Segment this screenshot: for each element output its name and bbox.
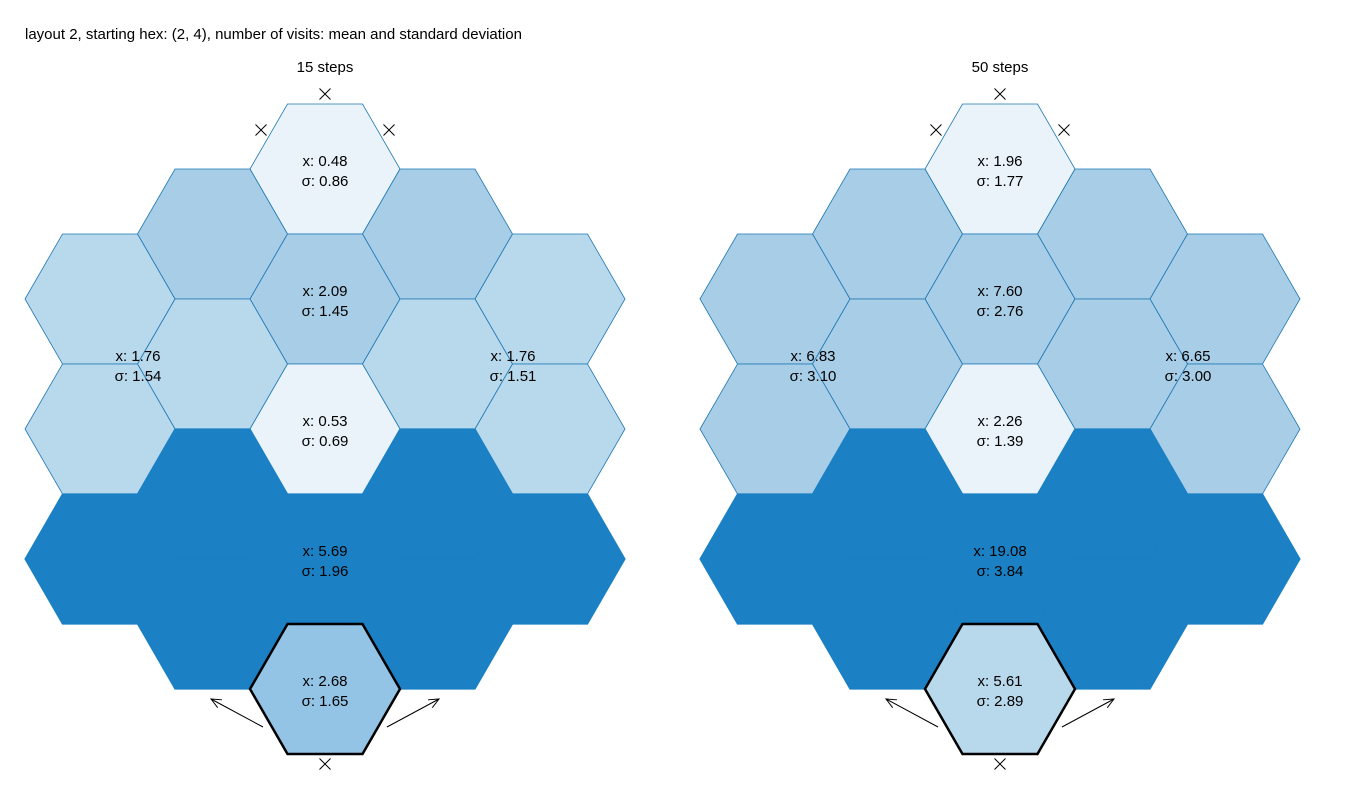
big-region-label-sd: σ: 3.84 (977, 563, 1024, 580)
figure-title: layout 2, starting hex: (2, 4), number o… (25, 26, 522, 43)
right-region-label-sd: σ: 1.51 (490, 368, 537, 385)
move-arrow-left (209, 698, 264, 728)
blocked-marker-bottom (994, 758, 1006, 770)
center-cell-label-mean: x: 7.60 (977, 283, 1022, 300)
top-cell-label-mean: x: 1.96 (977, 153, 1022, 170)
left-region-label-sd: σ: 3.10 (790, 368, 837, 385)
center-cell-label-sd: σ: 2.76 (977, 303, 1024, 320)
blocked-marker-bottom (319, 758, 331, 770)
move-arrow-right (386, 698, 441, 728)
top-cell-label-sd: σ: 1.77 (977, 173, 1024, 190)
blocked-marker-top (319, 88, 331, 100)
left-region-label-sd: σ: 1.54 (115, 368, 162, 385)
mid-cell-label-sd: σ: 1.39 (977, 433, 1024, 450)
panel-title: 15 steps (297, 59, 354, 76)
top-cell-label-mean: x: 0.48 (302, 153, 347, 170)
move-arrow-left (884, 698, 939, 728)
start-cell-label-sd: σ: 1.65 (302, 693, 349, 710)
big-region-label-sd: σ: 1.96 (302, 563, 349, 580)
left-region-label-mean: x: 1.76 (115, 348, 160, 365)
right-region-label-mean: x: 1.76 (490, 348, 535, 365)
move-arrow-right (1061, 698, 1116, 728)
blocked-marker-upper-left (930, 124, 942, 136)
top-cell-label-sd: σ: 0.86 (302, 173, 349, 190)
center-cell-label-mean: x: 2.09 (302, 283, 347, 300)
panel-50-steps: 50 steps x: 1.96 σ: 1.77 x: 7.60 σ: 2.76 x: 6… (699, 59, 1301, 770)
left-region-label-mean: x: 6.83 (790, 348, 835, 365)
start-cell-label-sd: σ: 2.89 (977, 693, 1024, 710)
big-region-label-mean: x: 19.08 (973, 543, 1026, 560)
mid-cell-label-mean: x: 0.53 (302, 413, 347, 430)
start-cell-label-mean: x: 5.61 (977, 673, 1022, 690)
hex-start (248, 622, 402, 756)
blocked-marker-upper-left (255, 124, 267, 136)
hex-start (923, 622, 1077, 756)
mid-cell-label-sd: σ: 0.69 (302, 433, 349, 450)
start-cell-label-mean: x: 2.68 (302, 673, 347, 690)
blocked-marker-top (994, 88, 1006, 100)
panel-title: 50 steps (972, 59, 1029, 76)
right-region-label-sd: σ: 3.00 (1165, 368, 1212, 385)
mid-cell-label-mean: x: 2.26 (977, 413, 1022, 430)
blocked-marker-upper-right (1058, 124, 1070, 136)
blocked-marker-upper-right (383, 124, 395, 136)
center-cell-label-sd: σ: 1.45 (302, 303, 349, 320)
panel-15-steps: 15 steps x: 0.48 σ: 0.86 x: 2.09 σ: 1.45 x: 1… (24, 59, 626, 770)
big-region-label-mean: x: 5.69 (302, 543, 347, 560)
right-region-label-mean: x: 6.65 (1165, 348, 1210, 365)
